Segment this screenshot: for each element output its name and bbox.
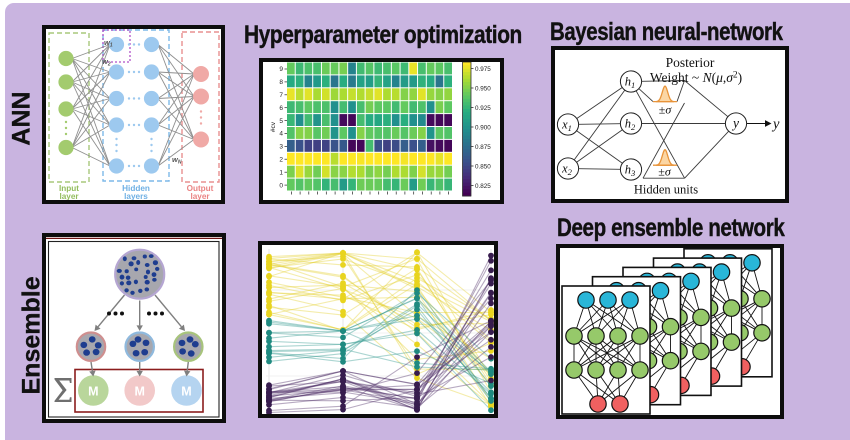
svg-text:x1: x1 bbox=[561, 117, 572, 133]
svg-text:0.825: 0.825 bbox=[475, 183, 491, 190]
svg-text:±σ: ±σ bbox=[659, 103, 673, 117]
svg-text:0.950: 0.950 bbox=[475, 85, 491, 92]
svg-text:M: M bbox=[134, 384, 144, 398]
svg-text:x2: x2 bbox=[561, 161, 573, 177]
svg-text:w2: w2 bbox=[102, 57, 111, 68]
svg-text:6: 6 bbox=[279, 105, 283, 112]
svg-text:y: y bbox=[771, 116, 780, 132]
svg-text:Posterior: Posterior bbox=[666, 55, 715, 70]
svg-text:layer: layer bbox=[59, 192, 79, 200]
svg-text:2: 2 bbox=[279, 157, 283, 164]
svg-text:Hidden units: Hidden units bbox=[634, 183, 698, 197]
svg-text:Output: Output bbox=[187, 184, 214, 193]
svg-text:0: 0 bbox=[279, 182, 283, 189]
svg-text:0.875: 0.875 bbox=[475, 144, 491, 151]
svg-text:0.900: 0.900 bbox=[475, 124, 491, 131]
svg-text:#cv: #cv bbox=[270, 121, 277, 132]
svg-text:layer: layer bbox=[190, 192, 210, 200]
svg-text:M: M bbox=[88, 384, 98, 398]
svg-text:w1: w1 bbox=[104, 38, 113, 49]
svg-text:0.975: 0.975 bbox=[475, 66, 491, 73]
svg-text:wN: wN bbox=[172, 155, 182, 166]
svg-text:layers: layers bbox=[124, 192, 148, 200]
svg-text:0.850: 0.850 bbox=[475, 163, 491, 170]
svg-text:7: 7 bbox=[279, 92, 283, 99]
svg-text:h3: h3 bbox=[625, 162, 636, 178]
svg-text:5: 5 bbox=[279, 118, 283, 125]
svg-text:Hidden: Hidden bbox=[122, 184, 150, 193]
svg-text:Weight ~ N(μ,σ2): Weight ~ N(μ,σ2) bbox=[650, 70, 742, 85]
svg-text:M: M bbox=[181, 384, 191, 398]
svg-text:h1: h1 bbox=[625, 74, 636, 90]
svg-text:±σ: ±σ bbox=[658, 165, 672, 179]
svg-text:Input: Input bbox=[59, 184, 79, 193]
svg-text:9: 9 bbox=[279, 66, 283, 73]
svg-text:y: y bbox=[731, 116, 739, 131]
svg-text:0.925: 0.925 bbox=[475, 105, 491, 112]
svg-text:h2: h2 bbox=[625, 116, 636, 132]
svg-text:1: 1 bbox=[279, 169, 283, 176]
svg-text:3: 3 bbox=[279, 144, 283, 151]
svg-text:4: 4 bbox=[279, 131, 283, 138]
svg-text:8: 8 bbox=[279, 79, 283, 86]
